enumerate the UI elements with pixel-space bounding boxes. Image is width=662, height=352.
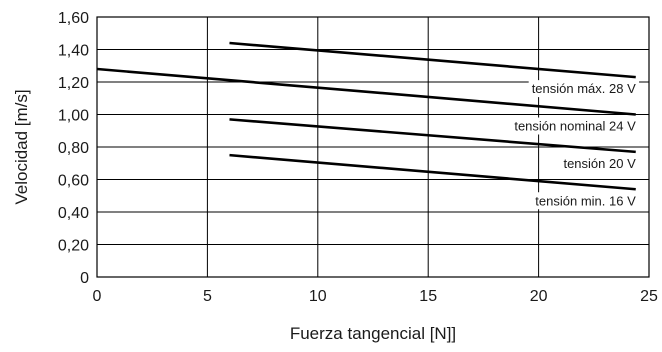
series-line xyxy=(96,67,636,116)
series-line xyxy=(229,41,636,79)
y-tick-label: 1,40 xyxy=(58,43,89,60)
x-axis-title: Fuerza tangencial [N]] xyxy=(290,324,456,343)
series-label: tensión 20 V xyxy=(563,156,636,171)
x-tick-label: 10 xyxy=(309,288,327,305)
y-tick-label: 0,20 xyxy=(58,238,89,255)
y-tick-label: 1,60 xyxy=(58,10,89,27)
y-tick-label: 0 xyxy=(80,270,89,287)
series-label-background xyxy=(528,80,640,98)
y-tick-label: 1,00 xyxy=(58,108,89,125)
y-tick-label: 0,80 xyxy=(58,140,89,157)
series-label-background xyxy=(560,154,640,172)
y-tick-label: 1,20 xyxy=(58,75,89,92)
series-label: tensión nominal 24 V xyxy=(514,119,636,134)
series-lines xyxy=(96,41,636,191)
y-tick-label: 0,60 xyxy=(58,173,89,190)
grid xyxy=(97,17,649,277)
series-label: tensión máx. 28 V xyxy=(532,81,636,96)
series-label-background xyxy=(532,192,640,210)
x-tick-label: 20 xyxy=(530,288,548,305)
series-line xyxy=(229,118,636,154)
x-tick-label: 15 xyxy=(419,288,437,305)
tick-labels: 0 0,20 0,40 0,60 0,80 1,00 1,20 1,40 1,60 0 5 10 15 2… xyxy=(58,10,658,305)
series-labels: tensión máx. 28 V tensión nominal 24 V ten… xyxy=(511,80,640,210)
x-tick-label: 0 xyxy=(93,288,102,305)
series-line xyxy=(229,153,636,191)
plot-frame xyxy=(96,16,650,278)
x-tick-label: 5 xyxy=(203,288,212,305)
y-tick-label: 0,40 xyxy=(58,205,89,222)
x-tick-label: 25 xyxy=(640,288,658,305)
series-label: tensión min. 16 V xyxy=(535,193,636,208)
y-axis-title: Velocidad [m/s] xyxy=(12,89,31,204)
series-label-background xyxy=(511,117,640,135)
